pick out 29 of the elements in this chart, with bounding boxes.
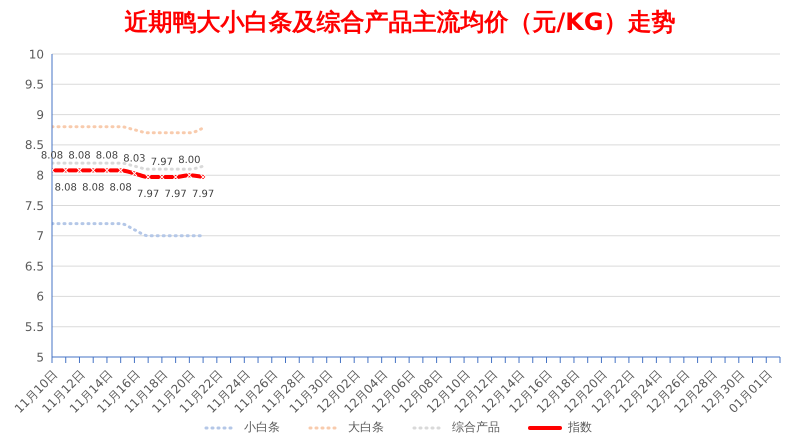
y-tick-label: 9 (36, 108, 44, 122)
y-tick-label: 6.5 (24, 259, 44, 274)
data-label: 8.08 (54, 182, 77, 194)
data-label: 8.03 (123, 153, 146, 164)
y-tick-label: 5.5 (24, 320, 44, 334)
data-label: 7.97 (164, 189, 187, 200)
data-label: 8.08 (82, 182, 104, 194)
data-label: 8.08 (110, 182, 132, 194)
y-tick-label: 8 (36, 168, 44, 182)
data-label: 8.00 (178, 155, 200, 166)
legend-label: 指数 (567, 419, 592, 436)
data-label: 7.97 (150, 157, 174, 168)
y-tick-label: 10 (28, 47, 44, 62)
y-tick-label: 8.5 (24, 138, 44, 152)
data-label: 8.08 (68, 150, 91, 162)
y-tick-label: 7.5 (24, 198, 44, 213)
data-label: 8.08 (96, 150, 118, 162)
line-series (52, 167, 206, 180)
y-tick-label: 5 (36, 350, 44, 364)
line-series (52, 125, 205, 134)
data-label: 7.97 (192, 189, 214, 200)
legend-label: 综合产品 (451, 419, 500, 436)
chart-title: 近期鸭大小白条及综合产品主流均价（元/KG）走势 (123, 7, 677, 38)
legend-label: 大白条 (347, 419, 384, 436)
data-label: 7.97 (137, 189, 160, 200)
y-tick-label: 6 (36, 290, 44, 304)
legend-label: 小白条 (243, 419, 280, 436)
y-tick-label: 7 (36, 229, 44, 244)
y-tick-label: 9.5 (24, 78, 44, 92)
